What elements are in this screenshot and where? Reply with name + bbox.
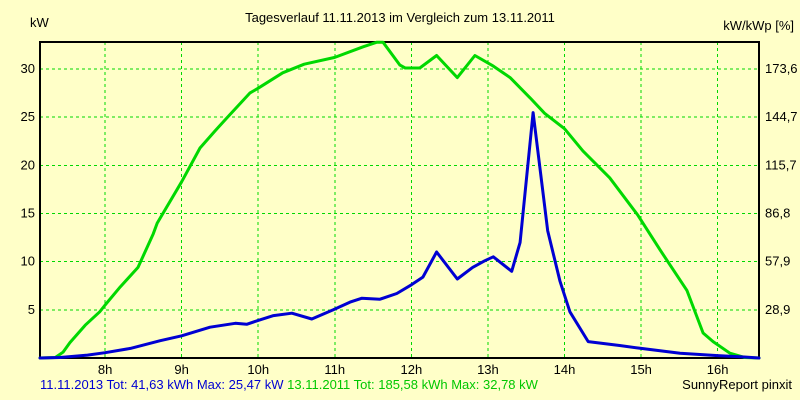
x-axis-tick-label: 15h (630, 362, 652, 377)
x-axis-tick-label: 8h (98, 362, 112, 377)
x-axis-tick-label: 16h (707, 362, 729, 377)
x-axis-tick-label: 10h (247, 362, 269, 377)
right-axis-tick-label: 86,8 (765, 205, 790, 220)
right-axis-tick-label: 144,7 (765, 109, 798, 124)
legend-2011-totals: 13.11.2011 Tot: 185,58 kWh Max: 32,78 kW (287, 377, 538, 392)
x-axis-tick-label: 12h (401, 362, 423, 377)
x-axis-tick-label: 13h (477, 362, 499, 377)
plot-frame (39, 41, 760, 359)
right-axis-tick-label: 57,9 (765, 254, 790, 269)
watermark-text: SunnyReport pinxit (682, 377, 792, 392)
right-axis-unit-label: kW/kWp [%] (723, 18, 794, 33)
left-axis-unit-label: kW (30, 15, 49, 30)
legend-2013-totals: 11.11.2013 Tot: 41,63 kWh Max: 25,47 kW (40, 377, 284, 392)
left-axis-tick-label: 5 (28, 302, 35, 317)
left-axis-tick-label: 30 (21, 61, 35, 76)
footer-legend: 11.11.2013 Tot: 41,63 kWh Max: 25,47 kW … (40, 377, 538, 392)
left-axis-tick-label: 10 (21, 254, 35, 269)
series-line-13-11-2011 (38, 40, 761, 360)
right-axis-tick-label: 115,7 (765, 157, 797, 172)
x-axis-tick-label: 14h (554, 362, 576, 377)
right-axis-tick-label: 28,9 (765, 302, 790, 317)
series-line-11-11-2013 (38, 111, 761, 360)
chart-title: Tagesverlauf 11.11.2013 im Vergleich zum… (245, 10, 555, 25)
left-axis-tick-label: 25 (21, 109, 35, 124)
x-axis-tick-label: 9h (174, 362, 188, 377)
left-axis-tick-label: 15 (21, 205, 35, 220)
left-axis-tick-label: 20 (21, 157, 35, 172)
right-axis-tick-label: 173,6 (765, 61, 798, 76)
x-axis-tick-label: 11h (324, 362, 345, 377)
